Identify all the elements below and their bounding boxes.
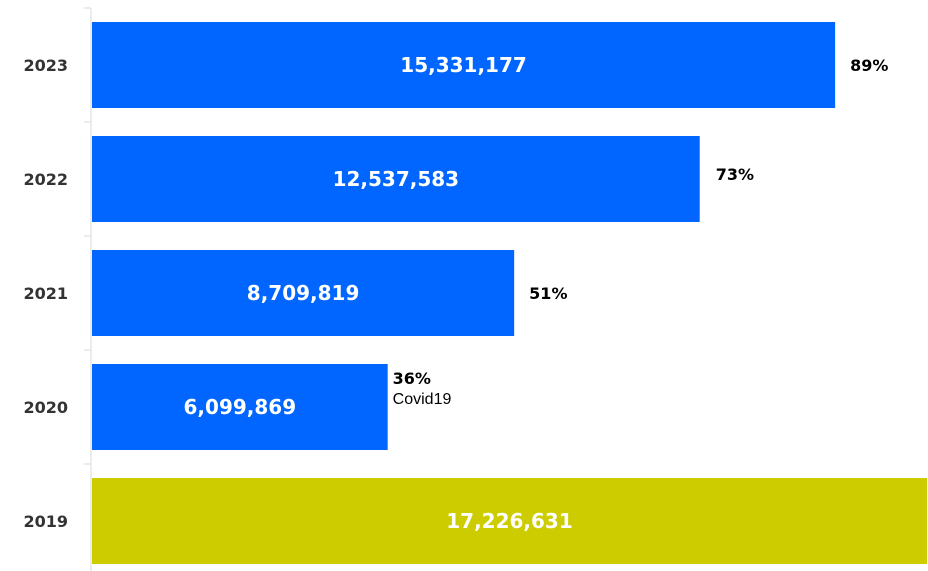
bars (92, 22, 927, 564)
bar-2022 (92, 136, 700, 222)
bar-2019 (92, 478, 927, 564)
bar-2020 (92, 364, 388, 450)
value-label: 15,331,177 (400, 53, 527, 77)
percent-label: 36% (393, 369, 431, 388)
annotation-label: Covid19 (393, 391, 452, 408)
percent-label: 89% (850, 56, 888, 75)
category-label: 2023 (23, 56, 68, 75)
category-label: 2021 (23, 284, 68, 303)
labels: 2023 15,331,177 89% 2022 12,537,583 73% 2021 8,… (23, 53, 888, 533)
percent-label: 73% (716, 165, 754, 184)
value-label: 8,709,819 (247, 281, 360, 305)
bar-2023 (92, 22, 836, 108)
percent-label: 51% (529, 284, 567, 303)
value-label: 6,099,869 (184, 395, 297, 419)
category-label: 2020 (23, 398, 68, 417)
category-label: 2019 (23, 512, 68, 531)
value-label: 12,537,583 (333, 167, 460, 191)
bar-2021 (92, 250, 515, 336)
axis-ticks (84, 7, 91, 465)
value-label: 17,226,631 (446, 509, 573, 533)
category-label: 2022 (23, 170, 68, 189)
